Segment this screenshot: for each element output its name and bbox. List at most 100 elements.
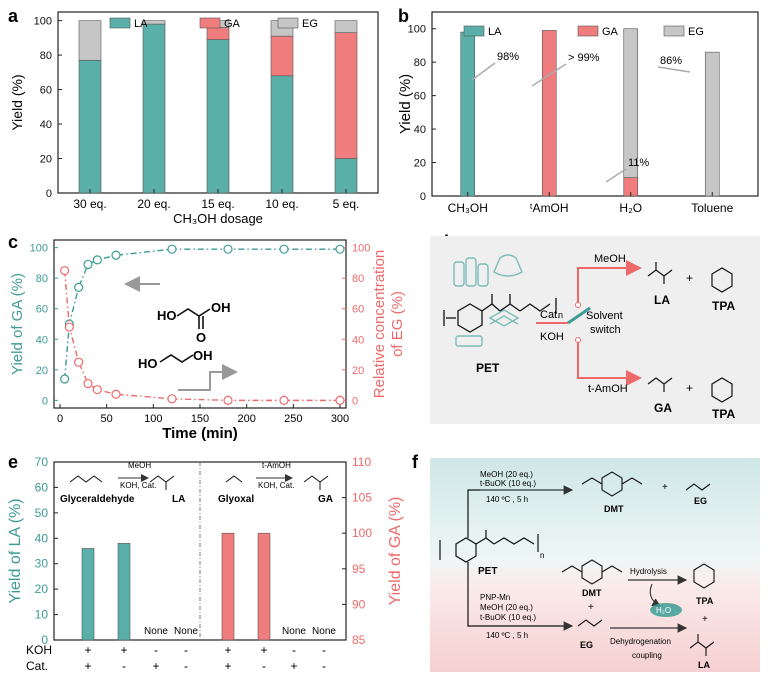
f-bot-cond-2: t-BuOK (10 eq.) <box>480 613 536 622</box>
eg-structure-ho: HO <box>138 356 158 371</box>
b-legend-swatch-eg <box>663 25 685 37</box>
a-legend-label-la: LA <box>134 18 148 30</box>
e-row-label-koh: KOH <box>26 643 52 657</box>
b-legend-swatch-ga <box>577 25 599 37</box>
c-ylabel-right: Relative concentrationof EG (%) <box>371 250 406 398</box>
f-la-label: LA <box>698 660 710 670</box>
b-annotation-line <box>531 63 567 87</box>
meoh-cond: MeOH <box>128 461 151 470</box>
e-left-ytick-label: 20 <box>35 582 49 596</box>
b-ytick-label: 0 <box>420 191 426 203</box>
cat-label: Cat. <box>540 309 560 321</box>
a-ytick-label: 100 <box>34 16 52 28</box>
b-legend-label-eg: EG <box>688 26 704 38</box>
panel-b-chart: 0 20 40 60 80 100 CH₃OH ᵗAmOH H₂O Toluene Yield (%… <box>397 11 759 215</box>
e-right-ytick-label: 105 <box>352 491 372 505</box>
c-xlabel: Time (min) <box>162 425 238 442</box>
a-bar-eg <box>78 20 102 61</box>
f-dmt-top-label: DMT <box>604 504 624 514</box>
la-structure <box>647 262 733 403</box>
e-left-ytick-label: 60 <box>35 480 49 494</box>
tamoh-cond: t-AmOH <box>262 461 291 470</box>
f-coupling-label: coupling <box>632 651 662 660</box>
b-annotation: 98% <box>497 51 519 63</box>
e-none-label: None <box>174 626 198 637</box>
b-ylabel: Yield (%) <box>397 74 414 134</box>
c-eg-point <box>335 395 345 405</box>
f-bottom-structures <box>561 559 715 656</box>
b-bar-ga <box>541 30 557 197</box>
c-xtick-label: 100 <box>144 413 162 425</box>
a-legend-label-eg: EG <box>302 18 318 30</box>
c-eg-point <box>92 385 102 395</box>
e-right-ytick-label: 90 <box>352 597 366 611</box>
a-bar-la <box>142 23 166 194</box>
c-ga-point <box>74 282 84 292</box>
f-plus-top: + <box>662 482 668 493</box>
b-ytick-label: 100 <box>408 24 426 36</box>
f-bot-cond-3: 140 ºC , 5 h <box>486 631 528 640</box>
c-plot-frame <box>53 239 347 409</box>
e-right-ytick-label: 85 <box>352 633 366 647</box>
c-ylabel-left: Yield of GA (%) <box>9 273 26 375</box>
solvent-label: Solvent <box>586 310 623 322</box>
f-dmt-top-structure <box>581 471 711 497</box>
e-right-ytick-label: 95 <box>352 562 366 576</box>
switch-toggle <box>567 306 591 325</box>
c-ga-line <box>63 248 340 380</box>
c-eg-line <box>63 270 340 402</box>
c-xtick-label: 250 <box>284 413 302 425</box>
c-ga-point <box>92 255 102 265</box>
a-ytick-label: 20 <box>40 154 52 166</box>
la-label: LA <box>654 293 670 307</box>
c-right-ytick-label: 100 <box>352 243 370 255</box>
switch-label: switch <box>590 324 621 336</box>
c-right-ytick-label: 60 <box>352 304 364 316</box>
b-xtick-label: Toluene <box>691 201 733 215</box>
e-cat-sign: + <box>84 659 91 673</box>
a-ylabel: Yield (%) <box>9 74 25 130</box>
a-bar-la <box>270 75 294 194</box>
b-ytick-label: 20 <box>414 158 426 170</box>
h2o-icon <box>650 603 682 617</box>
a-xtick-label: 10 eq. <box>265 197 298 211</box>
e-bar-la <box>117 543 131 641</box>
panel-c-chart: HO OH O HO OH 0 20 40 60 80 100 0 20 40 60 80 100 0 5… <box>9 239 406 442</box>
e-koh-sign: + <box>260 643 267 657</box>
a-xtick-label: 30 eq. <box>73 197 106 211</box>
b-bar-eg <box>704 51 720 197</box>
pet-label: PET <box>476 361 500 375</box>
b-legend-swatch-la <box>463 25 485 37</box>
a-xtick-label: 15 eq. <box>201 197 234 211</box>
b-annotation-line <box>605 168 627 183</box>
c-left-ytick-label: 60 <box>36 304 48 316</box>
e-cat-sign: - <box>262 659 266 673</box>
e-cat-sign: + <box>152 659 159 673</box>
koh-cat-cond-1: KOH, Cat. <box>120 481 156 490</box>
tpa-label-2: TPA <box>712 407 735 421</box>
e-left-ytick-label: 40 <box>35 531 49 545</box>
c-ga-point <box>223 244 233 254</box>
e-cat-sign: - <box>122 659 126 673</box>
b-bar-la <box>460 31 476 197</box>
a-xtick-label: 5 eq. <box>333 197 360 211</box>
ga-structure-o: O <box>196 330 206 345</box>
b-xtick-label: ᵗAmOH <box>530 201 569 215</box>
f-top-cond-3: 140 ºC , 5 h <box>486 495 528 504</box>
ga-structure-oh: OH <box>211 300 231 315</box>
f-plus-bot: + <box>588 602 594 613</box>
ga-label: GA <box>654 401 672 415</box>
plus-2: + <box>686 381 693 395</box>
e-left-ytick-label: 70 <box>35 455 49 469</box>
e-none-label: None <box>282 626 306 637</box>
panel-label-a: a <box>8 6 19 26</box>
a-ytick-label: 60 <box>40 85 52 97</box>
panel-f-scheme: PET n MeOH (20 eq.) t-BuOK (10 eq.) 140 … <box>430 458 760 672</box>
panel-label-b: b <box>398 6 409 26</box>
e-koh-sign: - <box>154 643 158 657</box>
c-eg-point <box>74 357 84 367</box>
a-xlabel: CH₃OH dosage <box>173 211 263 226</box>
a-ytick-label: 80 <box>40 50 52 62</box>
la-product-label: LA <box>172 494 185 505</box>
